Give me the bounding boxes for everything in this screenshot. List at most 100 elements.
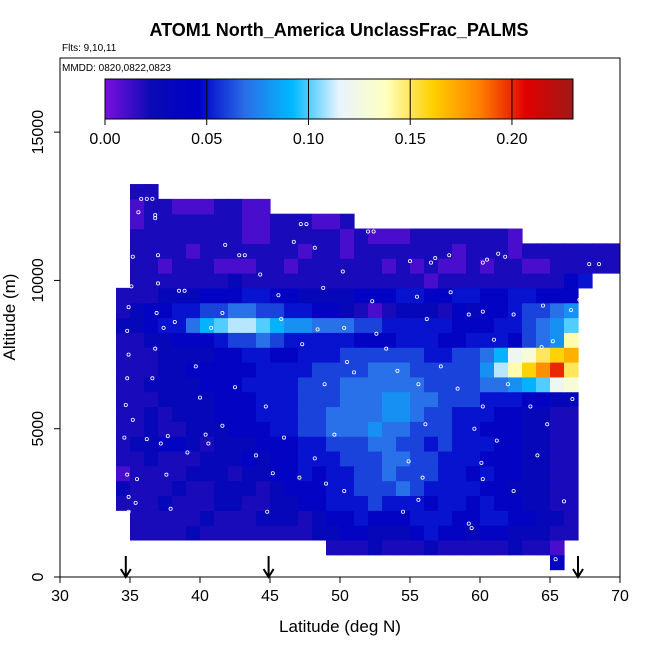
heatmap-cell (452, 450, 467, 467)
y-tick-label: 10000 (30, 258, 47, 303)
heatmap-cell (116, 450, 131, 467)
heatmap-cell (214, 317, 229, 333)
heatmap-cell (256, 361, 271, 378)
sample-point (122, 435, 127, 440)
heatmap-cell (144, 450, 159, 467)
heatmap-cell (256, 213, 271, 230)
heatmap-cell (354, 539, 369, 556)
heatmap-cell (298, 465, 313, 482)
heatmap-cell (494, 302, 509, 319)
heatmap-cell (144, 184, 159, 200)
heatmap-cell (536, 436, 551, 452)
heatmap-cell (312, 525, 327, 541)
heatmap-cell (284, 480, 299, 497)
heatmap-cell (228, 525, 243, 541)
heatmap-cell (186, 406, 201, 422)
heatmap-cell (368, 436, 383, 452)
heatmap-cell (396, 495, 411, 511)
sample-point (351, 370, 356, 375)
heatmap-cell (186, 465, 201, 482)
sample-point (237, 253, 242, 258)
heatmap-cell (144, 287, 159, 304)
heatmap-cell (438, 347, 453, 363)
heatmap-cell (326, 465, 341, 482)
heatmap-cell (158, 436, 173, 452)
heatmap-cell (172, 361, 187, 378)
heatmap-cell (340, 302, 355, 319)
heatmap-cell (536, 406, 551, 422)
heatmap-cell (200, 465, 215, 482)
colorbar-tick-label: 0.10 (293, 131, 324, 148)
sample-point (545, 422, 550, 427)
heatmap-cell (340, 465, 355, 482)
heatmap-cell (340, 228, 355, 244)
heatmap-cell (158, 213, 173, 230)
sample-point (206, 441, 211, 446)
heatmap-cell (368, 361, 383, 378)
heatmap-cell (564, 391, 579, 408)
heatmap-cell (228, 213, 243, 230)
heatmap-cell (214, 421, 229, 437)
heatmap-cell (158, 332, 173, 348)
heatmap-cell (424, 287, 439, 304)
heatmap-cell (214, 436, 229, 452)
heatmap-cell (452, 495, 467, 511)
heatmap-cell (242, 347, 257, 363)
heatmap-cell (396, 391, 411, 408)
heatmap-cell (284, 421, 299, 437)
heatmap-cell (340, 525, 355, 541)
heatmap-cell (368, 421, 383, 437)
heatmap-cell (522, 510, 537, 526)
heatmap-cell (214, 198, 229, 215)
heatmap-cell (494, 406, 509, 422)
heatmap-cell (606, 258, 620, 274)
heatmap-cell (354, 450, 369, 467)
heatmap-cell (326, 539, 341, 556)
heatmap-cell (158, 495, 173, 511)
heatmap-cell (494, 287, 509, 304)
heatmap-cell (340, 406, 355, 422)
heatmap-cell (326, 436, 341, 452)
sample-point (130, 254, 135, 259)
heatmap-cell (256, 347, 271, 363)
heatmap-cell (228, 391, 243, 408)
sample-point (587, 400, 592, 405)
heatmap-cell (354, 361, 369, 378)
heatmap-cell (130, 198, 145, 215)
heatmap-cell (368, 317, 383, 333)
sample-point (253, 453, 258, 458)
heatmap-cell (396, 258, 411, 274)
heatmap-cell (284, 317, 299, 333)
heatmap-cell (452, 228, 467, 244)
sample-point (297, 475, 302, 480)
heatmap-cell (298, 421, 313, 437)
heatmap-cell (480, 347, 495, 363)
heatmap-cell (382, 317, 397, 333)
heatmap-cell (256, 480, 271, 497)
heatmap-cell (326, 273, 341, 289)
heatmap-cell (340, 539, 355, 556)
heatmap-cell (326, 391, 341, 408)
heatmap-cell (410, 525, 425, 541)
heatmap-cell (396, 273, 411, 289)
heatmap-cell (508, 376, 523, 393)
heatmap-cell (396, 539, 411, 556)
sample-point (342, 488, 347, 493)
heatmap-cell (228, 317, 243, 333)
heatmap-cell (130, 228, 145, 244)
heatmap-cell (508, 287, 523, 304)
heatmap-cell (536, 539, 551, 556)
heatmap-cell (228, 510, 243, 526)
sample-point (153, 346, 158, 351)
sample-point (511, 312, 516, 317)
sample-point (242, 253, 247, 258)
heatmap-cell (228, 228, 243, 244)
heatmap-cell (438, 376, 453, 393)
heatmap-cell (480, 495, 495, 511)
heatmap-cell (242, 273, 257, 289)
sample-point (209, 325, 214, 330)
heatmap-cell (508, 510, 523, 526)
heatmap-cell (228, 450, 243, 467)
heatmap-cell (242, 361, 257, 378)
heatmap-cell (298, 525, 313, 541)
